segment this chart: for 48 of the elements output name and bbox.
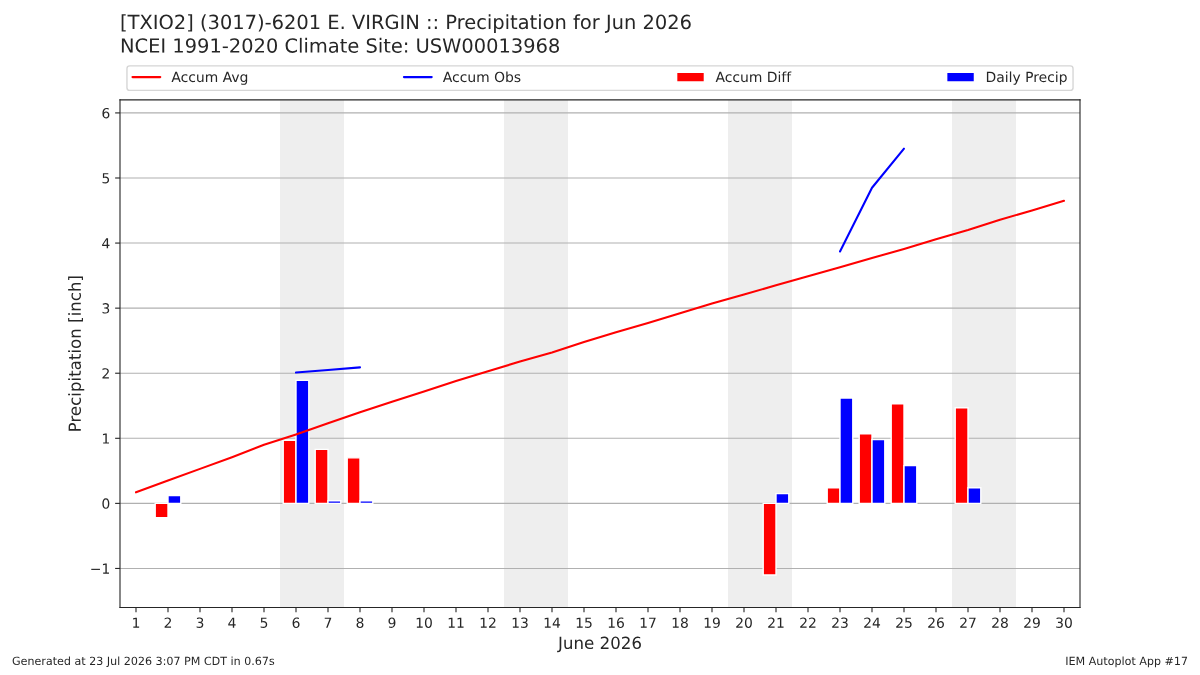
x-tick-label: 27 — [960, 617, 976, 628]
x-tick-label: 7 — [324, 617, 332, 628]
x-tick-label: 2 — [164, 617, 172, 628]
x-tick-label: 15 — [576, 617, 592, 628]
text: IEM Autoplot App #17 — [1066, 656, 1188, 668]
x-tick-label: 30 — [1056, 617, 1072, 628]
y-tick-label: 0 — [102, 498, 110, 509]
y-tick-label: 3 — [102, 303, 110, 314]
x-tick-label: 10 — [416, 617, 432, 628]
x-tick-label: 19 — [704, 617, 720, 628]
legend-label: Accum Diff — [715, 71, 792, 83]
x-tick-label: 13 — [512, 617, 528, 628]
x-tick-label: 11 — [448, 617, 464, 628]
x-tick-label: 21 — [768, 617, 784, 628]
chart-subtitle: NCEI 1991-2020 Climate Site: USW00013968 — [121, 37, 559, 53]
y-tick-label: 5 — [102, 173, 110, 184]
x-tick-label: 22 — [800, 617, 816, 628]
x-tick-label: 25 — [896, 617, 912, 628]
x-tick-label: 16 — [608, 617, 624, 628]
x-tick-label: 3 — [196, 617, 204, 628]
x-tick-label: 18 — [672, 617, 688, 628]
chart-title: [TXIO2] (3017)-6201 E. VIRGIN :: Precipitation for Jun 2026 — [121, 14, 691, 34]
x-tick-label: 28 — [992, 617, 1008, 628]
legend-label: Daily Precip — [986, 71, 1067, 85]
x-tick-label: 24 — [864, 617, 881, 628]
x-tick-label: 20 — [736, 617, 752, 628]
x-axis-title: June 2026 — [557, 636, 641, 653]
x-tick-label: 9 — [388, 617, 396, 628]
y-tick-label: 6 — [102, 107, 110, 119]
x-tick-label: 12 — [480, 617, 496, 628]
legend-label: Accum Avg — [171, 71, 248, 85]
x-tick-label: 5 — [260, 617, 268, 628]
y-tick-label: 4 — [102, 238, 110, 249]
x-tick-label: 6 — [292, 617, 300, 628]
y-tick-label: −1 — [91, 563, 109, 574]
x-tick-label: 17 — [640, 617, 656, 628]
y-tick-label: 2 — [102, 368, 109, 379]
x-tick-label: 14 — [544, 617, 561, 628]
x-tick-label: 4 — [228, 617, 236, 628]
y-axis-title: Precipitation [inch] — [68, 276, 85, 431]
x-tick-label: 1 — [133, 617, 140, 628]
legend-label: Accum Obs — [442, 71, 521, 83]
x-tick-label: 29 — [1024, 617, 1040, 628]
x-tick-label: 8 — [356, 617, 364, 628]
x-tick-label: 23 — [832, 617, 848, 628]
y-tick-label: 1 — [102, 433, 109, 444]
x-tick-label: 26 — [928, 617, 944, 628]
text: Generated at 23 Jul 2026 3:07 PM CDT in 0.67s — [12, 656, 275, 668]
